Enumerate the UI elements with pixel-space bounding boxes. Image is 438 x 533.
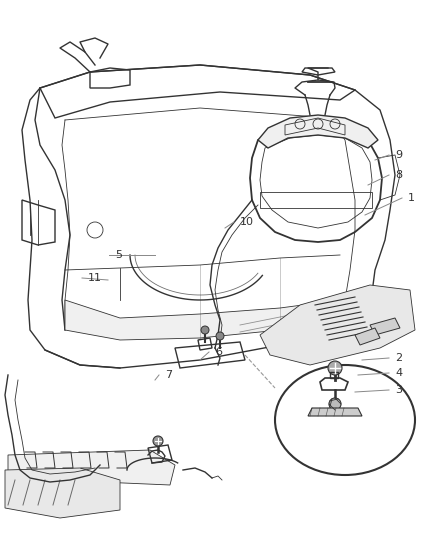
Circle shape <box>153 436 163 446</box>
Polygon shape <box>370 318 400 335</box>
Polygon shape <box>355 328 380 345</box>
Polygon shape <box>260 285 415 365</box>
Polygon shape <box>8 450 175 485</box>
Text: 7: 7 <box>165 370 172 380</box>
Circle shape <box>201 326 209 334</box>
Polygon shape <box>5 468 120 518</box>
Text: 4: 4 <box>395 368 402 378</box>
Polygon shape <box>65 300 340 340</box>
Text: 11: 11 <box>88 273 102 283</box>
Circle shape <box>328 361 342 375</box>
Polygon shape <box>258 115 378 148</box>
Ellipse shape <box>275 365 415 475</box>
Text: 9: 9 <box>395 150 402 160</box>
Text: 2: 2 <box>395 353 402 363</box>
Text: 3: 3 <box>395 385 402 395</box>
Circle shape <box>329 398 341 410</box>
Polygon shape <box>308 408 362 416</box>
Circle shape <box>216 332 224 340</box>
Text: 1: 1 <box>408 193 415 203</box>
Text: 5: 5 <box>115 250 122 260</box>
Text: 10: 10 <box>240 217 254 227</box>
Text: 6: 6 <box>215 347 222 357</box>
Text: 8: 8 <box>395 170 402 180</box>
